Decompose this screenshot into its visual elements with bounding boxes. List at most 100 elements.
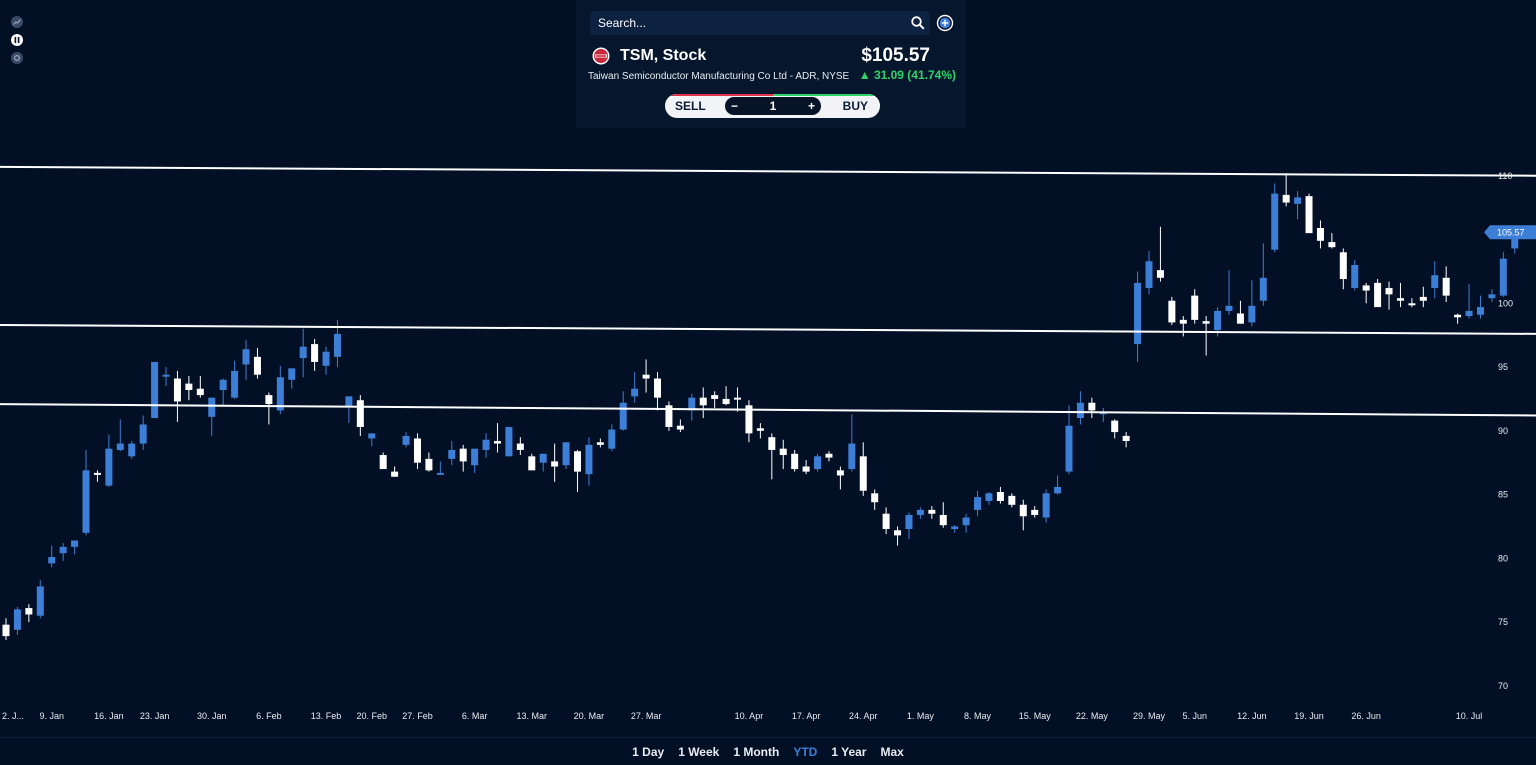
range-ytd[interactable]: YTD — [793, 744, 818, 759]
candle-body — [1076, 402, 1084, 419]
candle — [1042, 489, 1050, 523]
candle-body — [596, 442, 604, 445]
candle — [128, 441, 136, 459]
candle-body — [151, 361, 159, 419]
candle — [676, 419, 684, 433]
candle-body — [916, 509, 924, 515]
x-tick-label: 8. May — [964, 711, 992, 721]
candle-body — [1054, 486, 1062, 494]
buy-accent — [773, 94, 880, 96]
candle-body — [996, 492, 1004, 501]
candle-body — [665, 405, 673, 427]
quantity-value[interactable]: 1 — [769, 99, 777, 113]
candle-body — [1385, 287, 1393, 295]
trend-line — [0, 403, 1536, 417]
x-tick-label: 22. May — [1076, 711, 1109, 721]
candle — [1225, 270, 1233, 315]
stock-price: $105.57 — [861, 45, 930, 66]
candle — [1168, 296, 1176, 325]
candle — [25, 604, 33, 623]
candle — [36, 580, 44, 619]
search-bar — [590, 11, 930, 35]
candle — [1488, 289, 1496, 303]
candle-body — [642, 374, 650, 379]
candle — [448, 441, 456, 466]
candle — [1442, 266, 1450, 303]
trend-tool-icon[interactable] — [10, 15, 24, 29]
candle-body — [1476, 307, 1484, 315]
x-tick-label: 19. Jun — [1294, 711, 1324, 721]
candle-body — [36, 586, 44, 616]
candle-body — [345, 396, 353, 407]
search-icon[interactable] — [910, 15, 926, 31]
add-icon[interactable] — [936, 14, 954, 32]
candle-body — [1191, 295, 1199, 320]
candle — [413, 433, 421, 470]
candle — [379, 452, 387, 470]
candle-body — [1088, 402, 1096, 411]
search-input[interactable] — [590, 15, 910, 31]
x-tick-label: 23. Jan — [140, 711, 170, 721]
candle-body — [311, 344, 319, 362]
candle — [471, 448, 479, 473]
candle — [722, 386, 730, 406]
candle-body — [1408, 303, 1416, 306]
candle-body — [1248, 305, 1256, 323]
candle-body — [1031, 509, 1039, 515]
candle-body — [756, 428, 764, 431]
candle-body — [356, 400, 364, 427]
current-price-label: 105.57 — [1497, 228, 1525, 238]
current-price-marker: 105.57 — [1484, 225, 1536, 240]
candle — [574, 449, 581, 493]
candle-body — [848, 443, 856, 470]
candle — [562, 442, 570, 470]
candle — [1031, 506, 1039, 518]
candle — [1088, 397, 1096, 419]
candle — [1019, 499, 1027, 531]
decrement-button[interactable]: − — [731, 99, 739, 113]
candle-body — [779, 448, 787, 456]
range-1-day[interactable]: 1 Day — [632, 744, 665, 759]
candle-body — [631, 388, 639, 397]
candle-body — [471, 448, 479, 466]
candle — [151, 361, 159, 419]
buy-button[interactable]: BUY — [842, 99, 868, 113]
candle — [1454, 313, 1462, 324]
candle-body — [82, 470, 90, 533]
candle — [1499, 252, 1507, 297]
candle-body — [619, 402, 627, 430]
candle-body — [1465, 310, 1473, 317]
candle-body — [219, 379, 227, 391]
range-1-year[interactable]: 1 Year — [831, 744, 867, 759]
sell-button[interactable]: SELL — [675, 99, 706, 113]
candle — [219, 378, 227, 406]
candle — [505, 426, 513, 457]
candle-body — [1305, 196, 1313, 234]
settings-icon[interactable] — [10, 51, 24, 65]
candle-body — [836, 470, 844, 476]
candle — [139, 415, 147, 450]
x-tick-label: 9. Jan — [39, 711, 64, 721]
range-1-week[interactable]: 1 Week — [678, 744, 720, 759]
candle-body — [928, 509, 936, 514]
increment-button[interactable]: + — [807, 99, 815, 113]
price-chart[interactable]: 70 75 80 85 90 95 100 110 2. J... 9. Jan 16. Jan 23… — [0, 0, 1536, 737]
range-1-month[interactable]: 1 Month — [733, 744, 780, 759]
candle-body — [162, 374, 170, 377]
candle-body — [1202, 321, 1210, 324]
x-tick-label: 17. Apr — [792, 711, 821, 721]
candle — [539, 453, 547, 472]
candle — [1396, 282, 1404, 308]
candle — [688, 393, 696, 421]
candle-body — [71, 540, 79, 547]
candle — [631, 372, 639, 403]
range-max[interactable]: Max — [880, 744, 904, 759]
candle-body — [448, 449, 456, 459]
x-tick-label: 6. Mar — [462, 711, 488, 721]
candle — [1362, 282, 1370, 304]
pause-icon[interactable] — [10, 33, 24, 47]
candle-body — [1442, 277, 1450, 296]
candle-body — [951, 526, 959, 530]
candle — [493, 423, 501, 453]
candle — [1419, 286, 1427, 308]
